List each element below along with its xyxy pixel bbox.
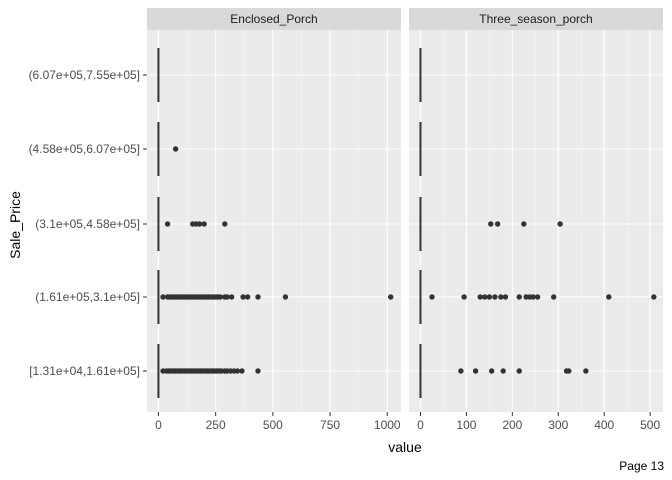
outlier-point <box>282 294 289 300</box>
outlier-point <box>482 294 488 300</box>
outlier-point <box>255 294 261 300</box>
x-axis-1: 0 100 200 300 400 500 <box>417 412 660 432</box>
outlier-point <box>488 368 495 374</box>
outlier-point <box>566 368 572 374</box>
x-tick-label: 100 <box>456 418 476 432</box>
outlier-point <box>239 368 245 374</box>
x-tick-label: 200 <box>502 418 522 432</box>
panel-background <box>147 30 401 412</box>
outlier-point <box>255 368 261 374</box>
outlier-point <box>244 294 251 300</box>
outlier-point <box>651 294 657 300</box>
outlier-point <box>498 294 504 300</box>
y-tick-label: [1.31e+04,1.61e+05] <box>29 364 140 378</box>
outlier-point <box>477 294 483 300</box>
outlier-point <box>502 294 509 300</box>
outlier-point <box>172 146 179 152</box>
outlier-point <box>234 368 241 374</box>
x-tick-label: 500 <box>263 418 283 432</box>
y-axis: [1.31e+04,1.61e+05] (1.61e+05,3.1e+05] (3.… <box>29 68 147 378</box>
outlier-point <box>492 294 498 300</box>
outlier-point <box>461 294 467 300</box>
outlier-point <box>521 221 527 227</box>
outlier-point <box>530 294 536 300</box>
outlier-point <box>472 368 479 374</box>
x-tick-label: 750 <box>320 418 340 432</box>
facet-panel-1: Three_season_porch <box>409 8 663 412</box>
facet-strip-label: Three_season_porch <box>479 12 592 26</box>
outlier-point <box>516 294 522 300</box>
outlier-point <box>550 294 557 300</box>
outlier-point <box>606 294 612 300</box>
outlier-point <box>217 294 223 300</box>
outlier-point <box>196 221 203 227</box>
facet-panels: Enclosed_Porch Three_season_porch <box>147 8 663 412</box>
outlier-point <box>224 294 230 300</box>
x-tick-label: 500 <box>640 418 660 432</box>
x-axes: 0 250 500 750 1000 0 100 200 300 400 500 <box>155 412 660 432</box>
outlier-point <box>458 368 464 374</box>
outlier-point <box>160 294 166 300</box>
outlier-point <box>486 294 493 300</box>
outlier-point <box>429 294 435 300</box>
x-axis-0: 0 250 500 750 1000 <box>155 412 401 432</box>
y-tick-label: (4.58e+05,6.07e+05] <box>29 142 140 156</box>
x-tick-label: 0 <box>155 418 162 432</box>
outlier-point <box>240 294 246 300</box>
x-tick-label: 300 <box>548 418 568 432</box>
outlier-point <box>583 368 589 374</box>
facet-strip <box>409 8 663 30</box>
outlier-point <box>388 294 394 300</box>
outlier-point <box>516 368 522 374</box>
facet-panel-0: Enclosed_Porch <box>147 8 401 412</box>
outlier-point <box>557 221 563 227</box>
x-tick-label: 1000 <box>374 418 401 432</box>
y-axis-title: Sale_Price <box>7 191 23 259</box>
page-number: Page 13 <box>619 459 664 473</box>
outlier-point <box>494 221 501 227</box>
outlier-point <box>201 221 207 227</box>
outlier-point <box>222 221 228 227</box>
outlier-point <box>500 368 506 374</box>
outlier-point <box>228 294 235 300</box>
y-tick-label: (6.07e+05,7.55e+05] <box>29 68 140 82</box>
outlier-point <box>534 294 541 300</box>
x-axis-title: value <box>388 439 422 455</box>
x-tick-label: 0 <box>417 418 424 432</box>
outlier-point <box>488 221 494 227</box>
y-tick-label: (1.61e+05,3.1e+05] <box>35 290 140 304</box>
panel-background <box>409 30 663 412</box>
x-tick-label: 400 <box>594 418 614 432</box>
y-tick-label: (3.1e+05,4.58e+05] <box>35 217 140 231</box>
x-tick-label: 250 <box>206 418 226 432</box>
outlier-point <box>164 221 171 227</box>
facet-strip <box>147 8 401 30</box>
facet-strip-label: Enclosed_Porch <box>230 12 317 26</box>
